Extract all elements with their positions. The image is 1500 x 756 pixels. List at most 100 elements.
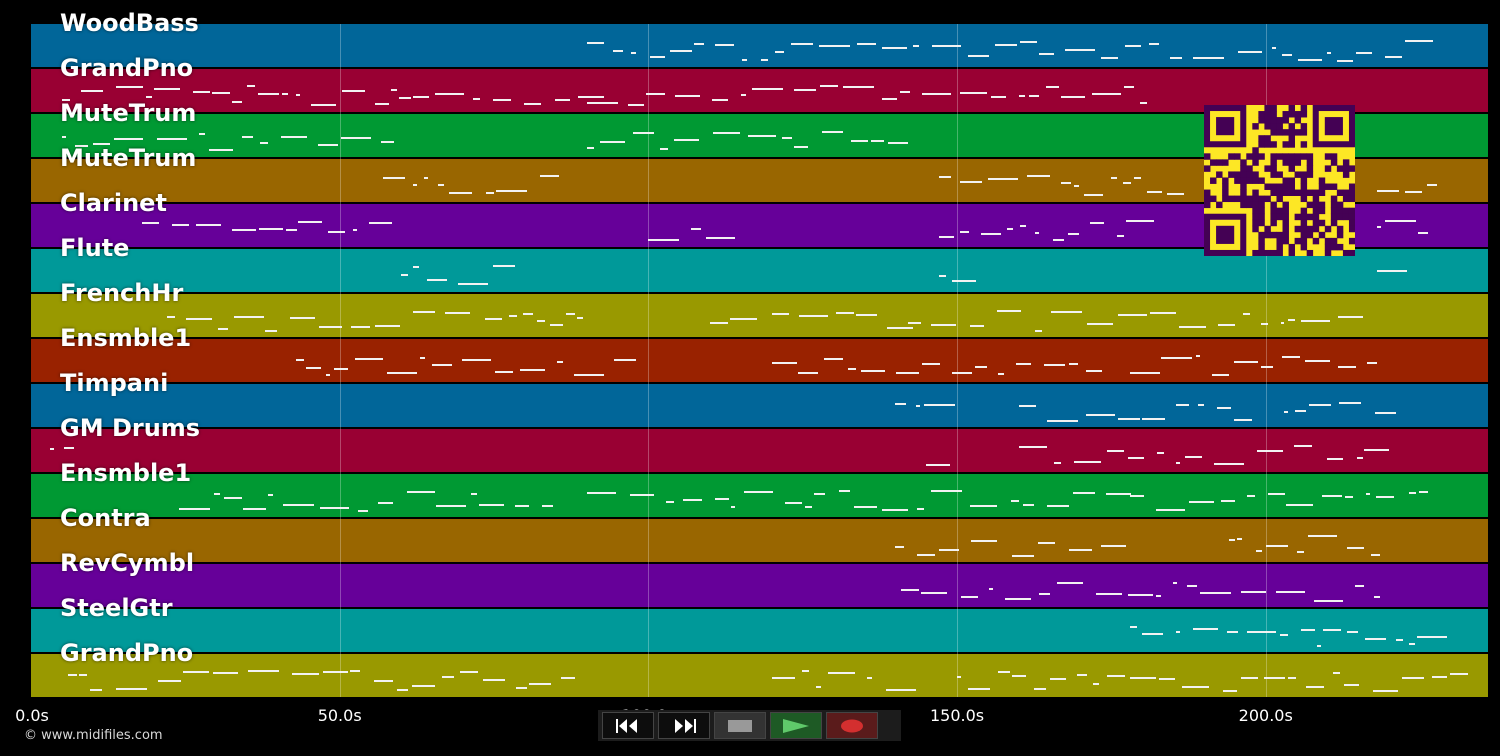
note-mark (411, 684, 435, 687)
track-lane[interactable] (31, 519, 1488, 564)
record-button[interactable] (826, 712, 878, 739)
note-mark (1142, 418, 1165, 421)
note-mark (1100, 56, 1119, 59)
note-mark (731, 506, 736, 509)
note-mark (248, 670, 280, 673)
track-name-label: WoodBass (60, 9, 199, 37)
note-mark (1426, 183, 1438, 186)
note-mark (1035, 329, 1042, 332)
track-name-label: Clarinet (60, 189, 167, 217)
note-mark (1211, 374, 1229, 376)
note-mark (747, 134, 776, 137)
note-mark (710, 322, 728, 325)
note-mark (1354, 585, 1364, 588)
note-mark (80, 89, 103, 92)
rewind-button[interactable] (602, 712, 654, 739)
track-lane[interactable] (31, 609, 1488, 654)
note-mark (1167, 192, 1184, 195)
track-lane[interactable] (31, 564, 1488, 609)
time-tick-label: 200.0s (1238, 706, 1293, 725)
note-mark (1096, 592, 1123, 595)
track-lane[interactable] (31, 654, 1488, 699)
note-mark (932, 44, 961, 47)
note-mark (1197, 404, 1205, 407)
stop-button[interactable] (714, 712, 766, 739)
play-button[interactable] (770, 712, 822, 739)
note-mark (970, 539, 998, 542)
note-mark (1068, 548, 1092, 551)
note-mark (1034, 688, 1046, 691)
note-mark (153, 87, 181, 90)
note-mark (171, 224, 190, 227)
note-mark (1184, 456, 1202, 459)
track-lane[interactable] (31, 339, 1488, 384)
note-mark (1020, 40, 1037, 43)
note-mark (714, 498, 729, 501)
note-mark (522, 312, 534, 315)
note-mark (1295, 409, 1306, 412)
note-mark (975, 365, 988, 368)
note-mark (1125, 220, 1154, 223)
copyright-text: © www.midifiles.com (24, 728, 163, 743)
note-mark (1395, 639, 1403, 642)
fast-forward-button[interactable] (658, 712, 710, 739)
note-mark (1069, 363, 1078, 366)
track-lane[interactable] (31, 249, 1488, 294)
time-tick-label: 150.0s (929, 706, 985, 725)
note-mark (674, 138, 699, 141)
note-mark (896, 372, 920, 375)
note-mark (969, 324, 985, 327)
note-mark (396, 688, 408, 691)
track-lane[interactable] (31, 24, 1488, 69)
note-mark (1218, 323, 1235, 326)
note-mark (357, 509, 369, 512)
note-mark (1175, 631, 1181, 634)
track-lane[interactable] (31, 429, 1488, 474)
note-mark (645, 92, 665, 95)
note-mark (921, 592, 947, 595)
note-mark (781, 137, 793, 140)
note-mark (1384, 220, 1417, 223)
note-mark (1304, 359, 1330, 362)
note-mark (1217, 406, 1231, 409)
note-mark (740, 94, 746, 97)
note-mark (1376, 495, 1395, 498)
note-mark (1355, 51, 1373, 54)
note-mark (1089, 221, 1105, 224)
note-mark (349, 670, 360, 673)
note-mark (158, 679, 182, 682)
note-mark (243, 507, 267, 510)
note-mark (649, 55, 665, 58)
track-lane[interactable] (31, 474, 1488, 519)
track-lane[interactable] (31, 384, 1488, 429)
note-mark (967, 687, 990, 690)
note-mark (1287, 677, 1296, 680)
note-mark (1214, 462, 1244, 465)
note-mark (412, 310, 436, 313)
note-mark (574, 374, 604, 377)
note-mark (413, 95, 429, 98)
note-mark (1107, 449, 1124, 452)
note-mark (895, 545, 905, 548)
note-mark (484, 317, 502, 320)
note-mark (350, 326, 371, 329)
note-mark (63, 447, 75, 450)
note-mark (931, 324, 956, 327)
note-mark (1228, 538, 1235, 541)
note-mark (690, 227, 702, 230)
note-mark (232, 229, 256, 232)
note-mark (1405, 190, 1422, 193)
note-mark (633, 131, 654, 134)
note-mark (179, 508, 210, 511)
note-mark (1175, 462, 1181, 465)
note-mark (1084, 193, 1103, 196)
note-mark (1129, 677, 1156, 679)
note-mark (1385, 55, 1402, 58)
note-mark (435, 93, 465, 96)
rewind-icon (616, 718, 637, 733)
track-name-label: GM Drums (60, 414, 201, 442)
note-mark (519, 368, 545, 371)
note-mark (515, 504, 529, 507)
note-mark (1376, 189, 1400, 192)
note-mark (1129, 495, 1145, 498)
